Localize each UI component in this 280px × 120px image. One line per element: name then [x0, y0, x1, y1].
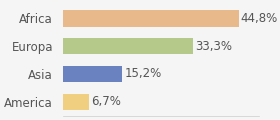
Bar	[63, 93, 89, 110]
Text: 15,2%: 15,2%	[124, 67, 162, 80]
Text: 33,3%: 33,3%	[195, 40, 232, 53]
Text: 6,7%: 6,7%	[91, 95, 121, 108]
Bar	[63, 38, 193, 54]
Bar	[63, 10, 239, 27]
Bar	[63, 66, 122, 82]
Text: 44,8%: 44,8%	[241, 12, 278, 25]
